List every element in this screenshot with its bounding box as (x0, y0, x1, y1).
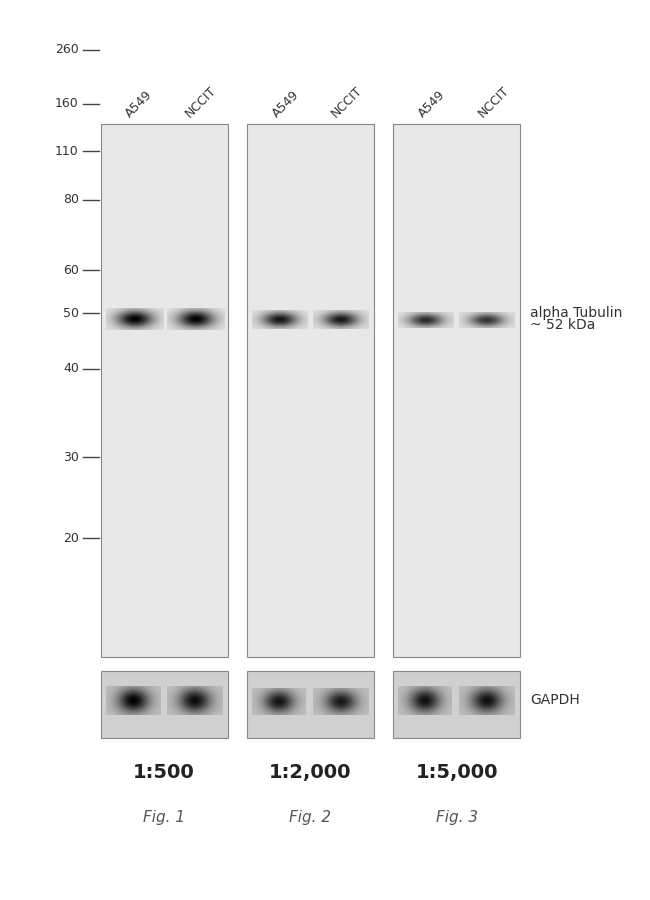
Text: NCCIT: NCCIT (183, 84, 219, 121)
Text: 110: 110 (55, 145, 79, 158)
Text: Fig. 1: Fig. 1 (143, 810, 185, 824)
Text: A549: A549 (416, 88, 448, 121)
Text: 50: 50 (63, 307, 79, 320)
Text: 160: 160 (55, 97, 79, 110)
Text: 260: 260 (55, 43, 79, 56)
Text: 20: 20 (63, 532, 79, 544)
Text: GAPDH: GAPDH (530, 693, 580, 707)
Text: ~ 52 kDa: ~ 52 kDa (530, 318, 595, 331)
Text: 1:500: 1:500 (133, 762, 195, 782)
Text: A549: A549 (124, 88, 155, 121)
Bar (393, 670, 520, 738)
Bar (247, 670, 374, 738)
Text: 80: 80 (63, 194, 79, 206)
Text: 1:2,000: 1:2,000 (269, 762, 352, 782)
Text: Fig. 2: Fig. 2 (289, 810, 332, 824)
Text: 30: 30 (63, 451, 79, 464)
Text: 40: 40 (63, 363, 79, 375)
Text: NCCIT: NCCIT (475, 84, 512, 121)
Bar (247, 124, 374, 657)
Text: alpha Tubulin: alpha Tubulin (530, 306, 623, 319)
Text: A549: A549 (270, 88, 302, 121)
Text: Fig. 3: Fig. 3 (436, 810, 478, 824)
Bar (101, 670, 228, 738)
Bar (393, 124, 520, 657)
Text: 60: 60 (63, 264, 79, 276)
Text: NCCIT: NCCIT (329, 84, 365, 121)
Text: 1:5,000: 1:5,000 (415, 762, 498, 782)
Bar (101, 124, 228, 657)
